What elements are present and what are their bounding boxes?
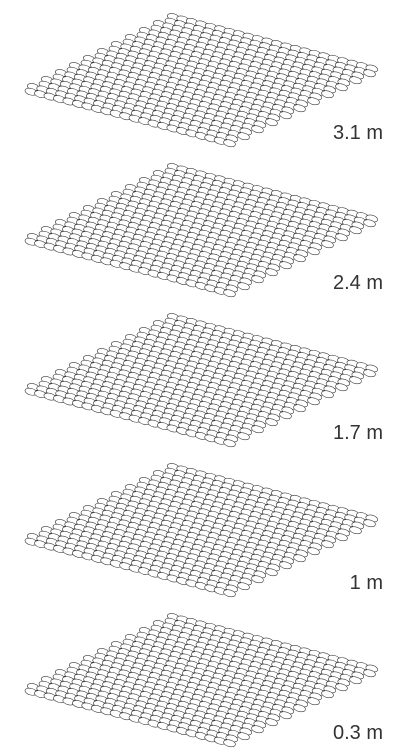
mesh-cell (349, 76, 362, 85)
layers-group: 3.1 m 2.4 m 1.7 m 1 m 0.3 m (24, 13, 383, 748)
layer-height-label: 0.3 m (333, 722, 383, 744)
mesh-cell (251, 125, 264, 134)
mesh-cell (321, 390, 334, 399)
mesh-cell (279, 261, 292, 270)
mesh-cell (279, 411, 292, 420)
mesh-cell (237, 132, 250, 141)
mesh-cell (349, 526, 362, 535)
mesh-cell (223, 289, 236, 298)
mesh-layer (24, 313, 378, 448)
mesh-cell (237, 432, 250, 441)
mesh-cell (349, 226, 362, 235)
mesh-cell (237, 282, 250, 291)
mesh-cell (293, 254, 306, 263)
layer-height-label: 2.4 m (333, 272, 383, 294)
mesh-layer (24, 463, 378, 598)
mesh-cell (223, 739, 236, 748)
mesh-layer (24, 163, 378, 298)
mesh-cell (307, 697, 320, 706)
mesh-cell (223, 439, 236, 448)
mesh-cell (265, 118, 278, 127)
mesh-cell (293, 704, 306, 713)
mesh-cell (335, 683, 348, 692)
layer-height-label: 3.1 m (333, 122, 383, 144)
mesh-cell (349, 676, 362, 685)
mesh-cell (237, 732, 250, 741)
mesh-cell (307, 397, 320, 406)
mesh-cell (363, 669, 376, 678)
mesh-cell (335, 533, 348, 542)
mesh-cell (251, 275, 264, 284)
mesh-cell (321, 90, 334, 99)
mesh-cell (279, 711, 292, 720)
mesh-cell (307, 247, 320, 256)
mesh-cell (363, 69, 376, 78)
mesh-cell (265, 268, 278, 277)
mesh-cell (251, 425, 264, 434)
mesh-cell (335, 233, 348, 242)
mesh-cell (335, 383, 348, 392)
mesh-cell (237, 582, 250, 591)
mesh-cell (279, 561, 292, 570)
mesh-cell (251, 725, 264, 734)
mesh-layer (24, 13, 378, 148)
mesh-cell (265, 418, 278, 427)
mesh-layer (24, 613, 378, 748)
mesh-cell (293, 104, 306, 113)
mesh-cell (363, 369, 376, 378)
mesh-cell (349, 376, 362, 385)
mesh-cell (363, 519, 376, 528)
mesh-cell (279, 111, 292, 120)
mesh-cell (363, 219, 376, 228)
mesh-cell (321, 540, 334, 549)
mesh-cell (307, 547, 320, 556)
layer-height-label: 1 m (350, 572, 383, 594)
mesh-cell (293, 404, 306, 413)
mesh-cell (223, 139, 236, 148)
mesh-cell (321, 690, 334, 699)
mesh-cell (321, 240, 334, 249)
mesh-cell (251, 575, 264, 584)
mesh-cell (293, 554, 306, 563)
mesh-cell (307, 97, 320, 106)
mesh-cell (223, 589, 236, 598)
mesh-cell (335, 83, 348, 92)
mesh-cell (265, 568, 278, 577)
layer-height-label: 1.7 m (333, 422, 383, 444)
mesh-cell (265, 718, 278, 727)
